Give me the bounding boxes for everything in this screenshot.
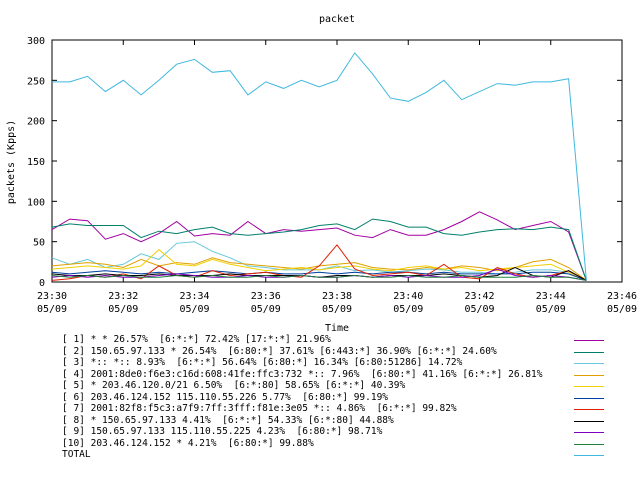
y-tick-label: 100 <box>27 197 45 208</box>
series-lines <box>51 52 587 281</box>
x-tick-label: 23:38 <box>322 291 352 302</box>
x-tick-label: 23:32 <box>108 291 138 302</box>
y-tick-label: 250 <box>27 76 45 87</box>
y-tick-label: 0 <box>39 278 45 289</box>
y-tick-label: 150 <box>27 157 45 168</box>
legend-label: TOTAL <box>62 449 91 460</box>
legend-label: [ 3] *:: *:: 8.93% [6:*:*] 56.64% [6:80:… <box>62 357 463 368</box>
x-axis: 23:30 05/09 23:32 05/09 23:34 05/09 23:36 05/09… <box>37 40 637 315</box>
x-tick-date: 05/09 <box>251 304 281 315</box>
x-tick-label: 23:44 <box>536 291 566 302</box>
legend-swatch <box>574 397 604 399</box>
x-tick-label: 23:36 <box>251 291 281 302</box>
legend-swatch <box>574 374 604 376</box>
legend-swatch <box>574 420 604 422</box>
series-line <box>51 270 587 281</box>
x-tick-date: 05/09 <box>607 304 637 315</box>
legend-swatch <box>574 432 604 433</box>
x-tick-date: 05/09 <box>322 304 352 315</box>
x-tick-date: 05/09 <box>464 304 494 315</box>
series-line <box>51 244 587 281</box>
series-line <box>51 211 587 281</box>
y-tick-label: 200 <box>27 117 45 128</box>
y-axis-label: packets (Kpps) <box>6 120 17 204</box>
x-tick-date: 05/09 <box>108 304 138 315</box>
legend-label: [10] 203.46.124.152 * 4.21% [6:80:*] 99.… <box>62 437 314 449</box>
x-tick-date: 05/09 <box>179 304 209 315</box>
legend-label: [ 4] 2001:8de0:f6e3:c16d:608:41fe:ffc3:7… <box>62 368 543 380</box>
series-line <box>51 274 587 281</box>
series-line <box>51 241 587 281</box>
legend-swatch <box>574 386 604 387</box>
x-tick-date: 05/09 <box>393 304 423 315</box>
legend-swatch <box>574 363 604 364</box>
series-line <box>51 218 587 281</box>
legend-label: [ 5] * 203.46.120.0/21 6.50% [6:*:80] 58… <box>62 380 406 391</box>
legend-swatch <box>574 340 604 341</box>
chart-title: packet <box>319 14 355 25</box>
series-line <box>52 52 587 281</box>
legend-label: [ 9] 150.65.97.133 115.110.55.225 4.23% … <box>62 426 383 437</box>
x-tick-date: 05/09 <box>37 304 67 315</box>
x-tick-label: 23:34 <box>179 291 209 302</box>
x-tick-label: 23:46 <box>607 291 637 302</box>
y-axis: 0 50 100 150 200 250 300 <box>27 36 622 289</box>
x-axis-label: Time <box>325 323 349 334</box>
x-tick-label: 23:30 <box>37 291 67 302</box>
legend-label: [ 2] 150.65.97.133 * 26.54% [6:80:*] 37.… <box>62 345 497 357</box>
x-tick-date: 05/09 <box>536 304 566 315</box>
legend-label: [ 7] 2001:82f8:f5c3:a7f9:7ff:3fff:f81e:3… <box>62 403 457 414</box>
legend-swatch <box>574 409 604 410</box>
legend-swatch <box>574 455 604 456</box>
x-tick-label: 23:40 <box>393 291 423 302</box>
legend-label: [ 1] * * 26.57% [6:*:*] 72.42% [17:*:*] … <box>62 334 331 345</box>
legend-swatch <box>574 443 604 445</box>
x-tick-label: 23:42 <box>464 291 494 302</box>
legend-swatch <box>574 351 604 353</box>
y-tick-label: 300 <box>27 36 45 47</box>
y-tick-label: 50 <box>33 238 45 249</box>
legend-label: [ 6] 203.46.124.152 115.110.55.226 5.77%… <box>62 391 389 403</box>
legend-label: [ 8] * 150.65.97.133 4.41% [6:*:*] 54.33… <box>62 414 394 426</box>
